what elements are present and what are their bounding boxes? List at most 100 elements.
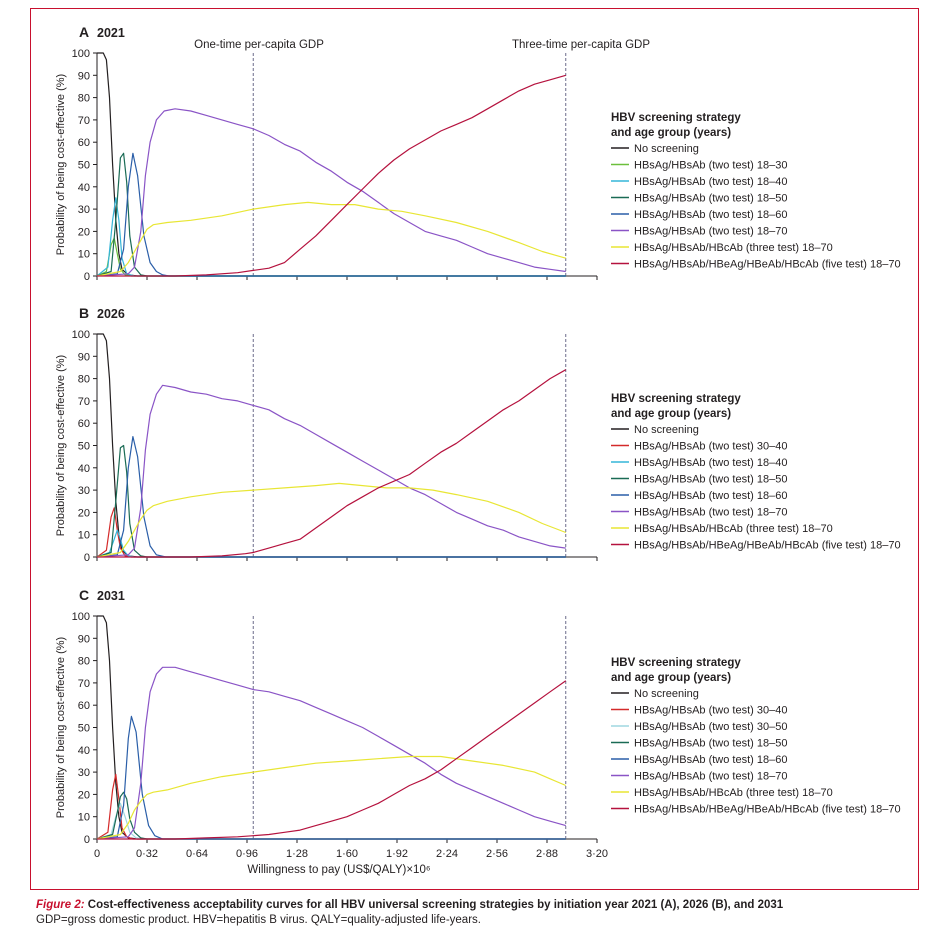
legend-title: HBV screening strategy [611, 112, 741, 124]
panel-B: B 2026 Probability of being cost-effective… [55, 305, 901, 564]
x-tick-label: 2·88 [536, 848, 558, 860]
x-tick-label: 1·60 [336, 848, 358, 860]
y-tick-label: 70 [78, 115, 90, 127]
legend-item: HBsAg/HBsAb/HBeAg/HBeAb/HBcAb (five test… [634, 804, 901, 816]
legend-item: HBsAg/HBsAb/HBeAg/HBeAb/HBcAb (five test… [634, 259, 901, 271]
series-line [96, 152, 566, 277]
y-tick-label: 90 [78, 633, 90, 645]
y-axis-label: Probability of being cost-effective (%) [55, 74, 67, 255]
y-tick-label: 20 [78, 226, 90, 238]
series-line [97, 615, 566, 840]
legend-item: HBsAg/HBsAb (two test) 18–40 [634, 176, 787, 188]
legend-item: HBsAg/HBsAb (two test) 18–50 [634, 738, 787, 750]
series-line [96, 201, 566, 277]
y-tick-label: 100 [72, 611, 90, 623]
series-line [96, 715, 566, 840]
legend-item: No screening [634, 688, 699, 700]
panel-title: 2031 [97, 589, 125, 603]
panels: A 2021 Probability of being cost-effective… [55, 24, 901, 860]
series-line [96, 197, 566, 277]
x-tick-label: 0·32 [136, 848, 158, 860]
series-line [96, 666, 566, 840]
series-line [96, 529, 566, 558]
series-line [96, 773, 566, 840]
y-tick-label: 10 [78, 530, 90, 542]
legend-subtitle: and age group (years) [611, 408, 731, 420]
figure-note: GDP=gross domestic product. HBV=hepatiti… [36, 914, 481, 926]
series-line [96, 482, 567, 558]
legend-item: No screening [634, 143, 699, 155]
legend-item: HBsAg/HBsAb (two test) 30–40 [634, 705, 787, 717]
series-line [96, 791, 566, 840]
panel-title: 2021 [97, 26, 125, 40]
series-line [96, 755, 567, 840]
y-tick-label: 0 [84, 552, 90, 564]
series-line [96, 108, 566, 277]
y-tick-label: 50 [78, 723, 90, 735]
legend-item: HBsAg/HBsAb (two test) 18–40 [634, 457, 787, 469]
legend-item: HBsAg/HBsAb/HBcAb (three test) 18–70 [634, 242, 833, 254]
x-tick-label: 1·92 [386, 848, 408, 860]
legend-title: HBV screening strategy [611, 393, 741, 405]
y-tick-label: 60 [78, 137, 90, 149]
series-line [97, 680, 567, 840]
x-tick-label: 0·96 [236, 848, 258, 860]
y-tick-label: 30 [78, 485, 90, 497]
series-line [96, 237, 566, 277]
legend-subtitle: and age group (years) [611, 672, 731, 684]
panel-title: 2026 [97, 307, 125, 321]
panel-letter: B [79, 305, 89, 321]
legend-item: HBsAg/HBsAb (two test) 18–70 [634, 507, 787, 519]
series-line [97, 52, 566, 277]
series-line [96, 507, 566, 558]
panel-C: C 2031 Probability of being cost-effective… [55, 587, 901, 860]
panel-A: A 2021 Probability of being cost-effective… [55, 24, 901, 283]
legend-subtitle: and age group (years) [611, 127, 731, 139]
figure-frame [30, 8, 919, 890]
legend-item: HBsAg/HBsAb (two test) 18–60 [634, 754, 787, 766]
series-line [96, 444, 566, 558]
legend-item: HBsAg/HBsAb/HBeAg/HBeAb/HBcAb (five test… [634, 540, 901, 552]
y-tick-label: 40 [78, 745, 90, 757]
figure-label: Figure 2: [36, 899, 85, 911]
y-tick-label: 30 [78, 767, 90, 779]
y-tick-label: 40 [78, 463, 90, 475]
legend-item: HBsAg/HBsAb (two test) 18–70 [634, 771, 787, 783]
y-tick-label: 60 [78, 418, 90, 430]
legend-item: HBsAg/HBsAb (two test) 30–40 [634, 441, 787, 453]
x-tick-label: 3·20 [586, 848, 608, 860]
legend-item: HBsAg/HBsAb (two test) 18–60 [634, 209, 787, 221]
legend-item: HBsAg/HBsAb (two test) 18–60 [634, 490, 787, 502]
legend-item: HBsAg/HBsAb (two test) 18–30 [634, 160, 787, 172]
series-line [97, 74, 566, 277]
gdp3-label: Three-time per-capita GDP [512, 39, 650, 51]
y-tick-label: 20 [78, 789, 90, 801]
series-line [96, 436, 566, 558]
y-tick-label: 70 [78, 678, 90, 690]
y-tick-label: 10 [78, 812, 90, 824]
y-tick-label: 70 [78, 396, 90, 408]
x-axis-label: Willingness to pay (US$/QALY)×10⁶ [247, 864, 430, 876]
y-tick-label: 100 [72, 48, 90, 60]
legend-item: HBsAg/HBsAb (two test) 30–50 [634, 721, 787, 733]
legend-item: No screening [634, 424, 699, 436]
y-tick-label: 50 [78, 160, 90, 172]
x-tick-label: 0·64 [186, 848, 208, 860]
legend-item: HBsAg/HBsAb (two test) 18–70 [634, 226, 787, 238]
series-line [96, 384, 566, 558]
series-line [97, 333, 566, 558]
x-tick-label: 2·56 [486, 848, 508, 860]
y-tick-label: 80 [78, 93, 90, 105]
y-tick-label: 90 [78, 351, 90, 363]
figure-caption: Figure 2: Cost-effectiveness acceptabili… [36, 898, 926, 928]
legend-item: HBsAg/HBsAb/HBcAb (three test) 18–70 [634, 523, 833, 535]
y-tick-label: 0 [84, 834, 90, 846]
y-tick-label: 10 [78, 249, 90, 261]
legend-title: HBV screening strategy [611, 657, 741, 669]
series-line [97, 369, 567, 558]
x-tick-label: 0 [94, 848, 100, 860]
x-tick-label: 2·24 [436, 848, 458, 860]
gdp1-label: One-time per-capita GDP [194, 39, 324, 51]
y-tick-label: 20 [78, 507, 90, 519]
y-tick-label: 0 [84, 271, 90, 283]
